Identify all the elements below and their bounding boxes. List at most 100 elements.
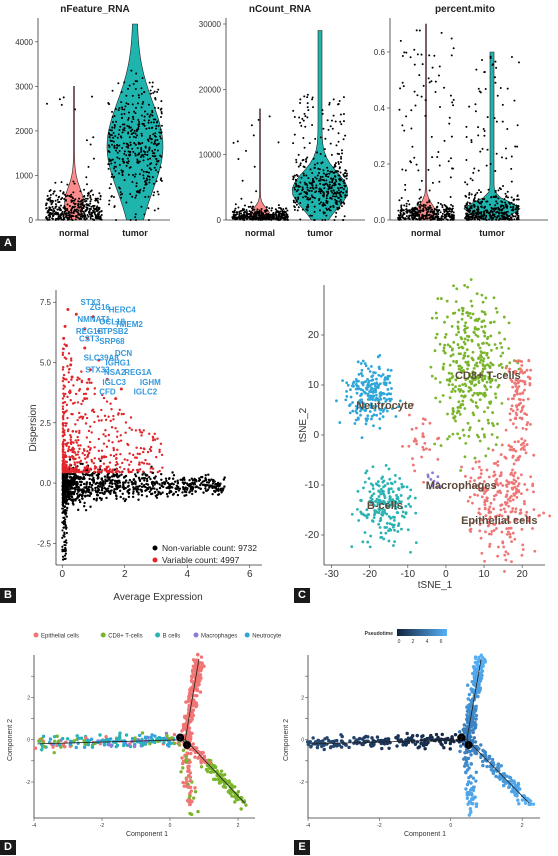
data-point (76, 435, 79, 439)
data-point (152, 182, 155, 185)
data-point (112, 454, 116, 458)
data-point (471, 179, 474, 182)
data-point (149, 113, 152, 116)
data-point (155, 121, 158, 124)
data-point (493, 215, 496, 218)
data-point (460, 394, 464, 398)
data-point (413, 496, 417, 500)
data-point (478, 361, 482, 364)
data-point (277, 141, 280, 144)
data-point (508, 202, 511, 205)
data-point (279, 210, 282, 213)
data-point (416, 214, 419, 217)
data-point (409, 211, 412, 214)
data-point (422, 84, 425, 87)
data-point (77, 216, 80, 219)
data-point (506, 87, 509, 90)
data-point (81, 415, 85, 419)
data-point (274, 208, 277, 211)
data-point (330, 189, 333, 192)
data-point (62, 526, 65, 529)
data-point (220, 491, 223, 494)
data-point (116, 448, 119, 452)
data-point (217, 493, 221, 496)
data-point (63, 410, 67, 414)
data-point (46, 210, 49, 213)
data-point (312, 187, 315, 190)
data-point (366, 385, 370, 389)
data-point (90, 431, 93, 434)
data-point (81, 201, 84, 204)
data-point (128, 452, 131, 455)
data-point (151, 81, 154, 84)
data-point (393, 474, 397, 477)
data-point (63, 198, 66, 201)
data-point (477, 198, 480, 201)
data-point (373, 384, 377, 388)
data-point (141, 122, 144, 125)
data-point (64, 442, 67, 446)
data-point (239, 210, 242, 213)
data-point (401, 124, 404, 127)
data-point (428, 200, 431, 203)
data-point (299, 98, 302, 101)
data-point (334, 198, 337, 201)
data-point (452, 47, 455, 50)
data-point (76, 488, 80, 492)
data-point (495, 195, 498, 198)
data-point (148, 448, 152, 451)
data-point (345, 389, 348, 393)
data-point (115, 147, 118, 150)
data-point (238, 214, 241, 217)
data-point (84, 197, 87, 200)
data-point (121, 461, 124, 465)
data-point (252, 217, 255, 220)
data-point (265, 208, 268, 211)
data-point (154, 494, 158, 498)
data-point (185, 488, 189, 491)
data-point (268, 115, 271, 118)
data-point (371, 484, 375, 487)
data-point (340, 186, 343, 189)
data-point (408, 203, 411, 206)
data-point (495, 310, 499, 314)
data-point (311, 181, 314, 184)
data-point (381, 373, 385, 376)
data-point (302, 172, 305, 175)
data-point (323, 211, 326, 214)
data-point (89, 202, 92, 205)
data-point (91, 408, 95, 411)
data-point (492, 296, 496, 300)
data-point (107, 102, 110, 105)
data-point (115, 497, 118, 500)
data-point (152, 133, 155, 136)
data-point (76, 378, 79, 382)
data-point (134, 112, 137, 115)
data-point (314, 137, 317, 140)
data-point (296, 188, 299, 191)
data-point (61, 507, 64, 510)
data-point (208, 485, 211, 488)
data-point (486, 363, 489, 367)
data-point (112, 448, 116, 452)
data-point (306, 156, 309, 159)
data-point (96, 470, 99, 474)
data-point (405, 51, 408, 54)
data-point (80, 212, 83, 215)
data-point (334, 120, 337, 123)
data-point (451, 210, 454, 213)
data-point (113, 146, 116, 149)
data-point (476, 205, 479, 208)
data-point (411, 207, 414, 210)
data-point (447, 371, 451, 375)
data-point (108, 160, 111, 163)
data-point (111, 478, 114, 482)
data-point (72, 212, 75, 215)
data-point (101, 487, 104, 490)
data-point (331, 184, 334, 187)
data-point (63, 212, 66, 215)
data-point (425, 212, 428, 215)
data-point (404, 183, 407, 186)
data-point (127, 173, 130, 176)
